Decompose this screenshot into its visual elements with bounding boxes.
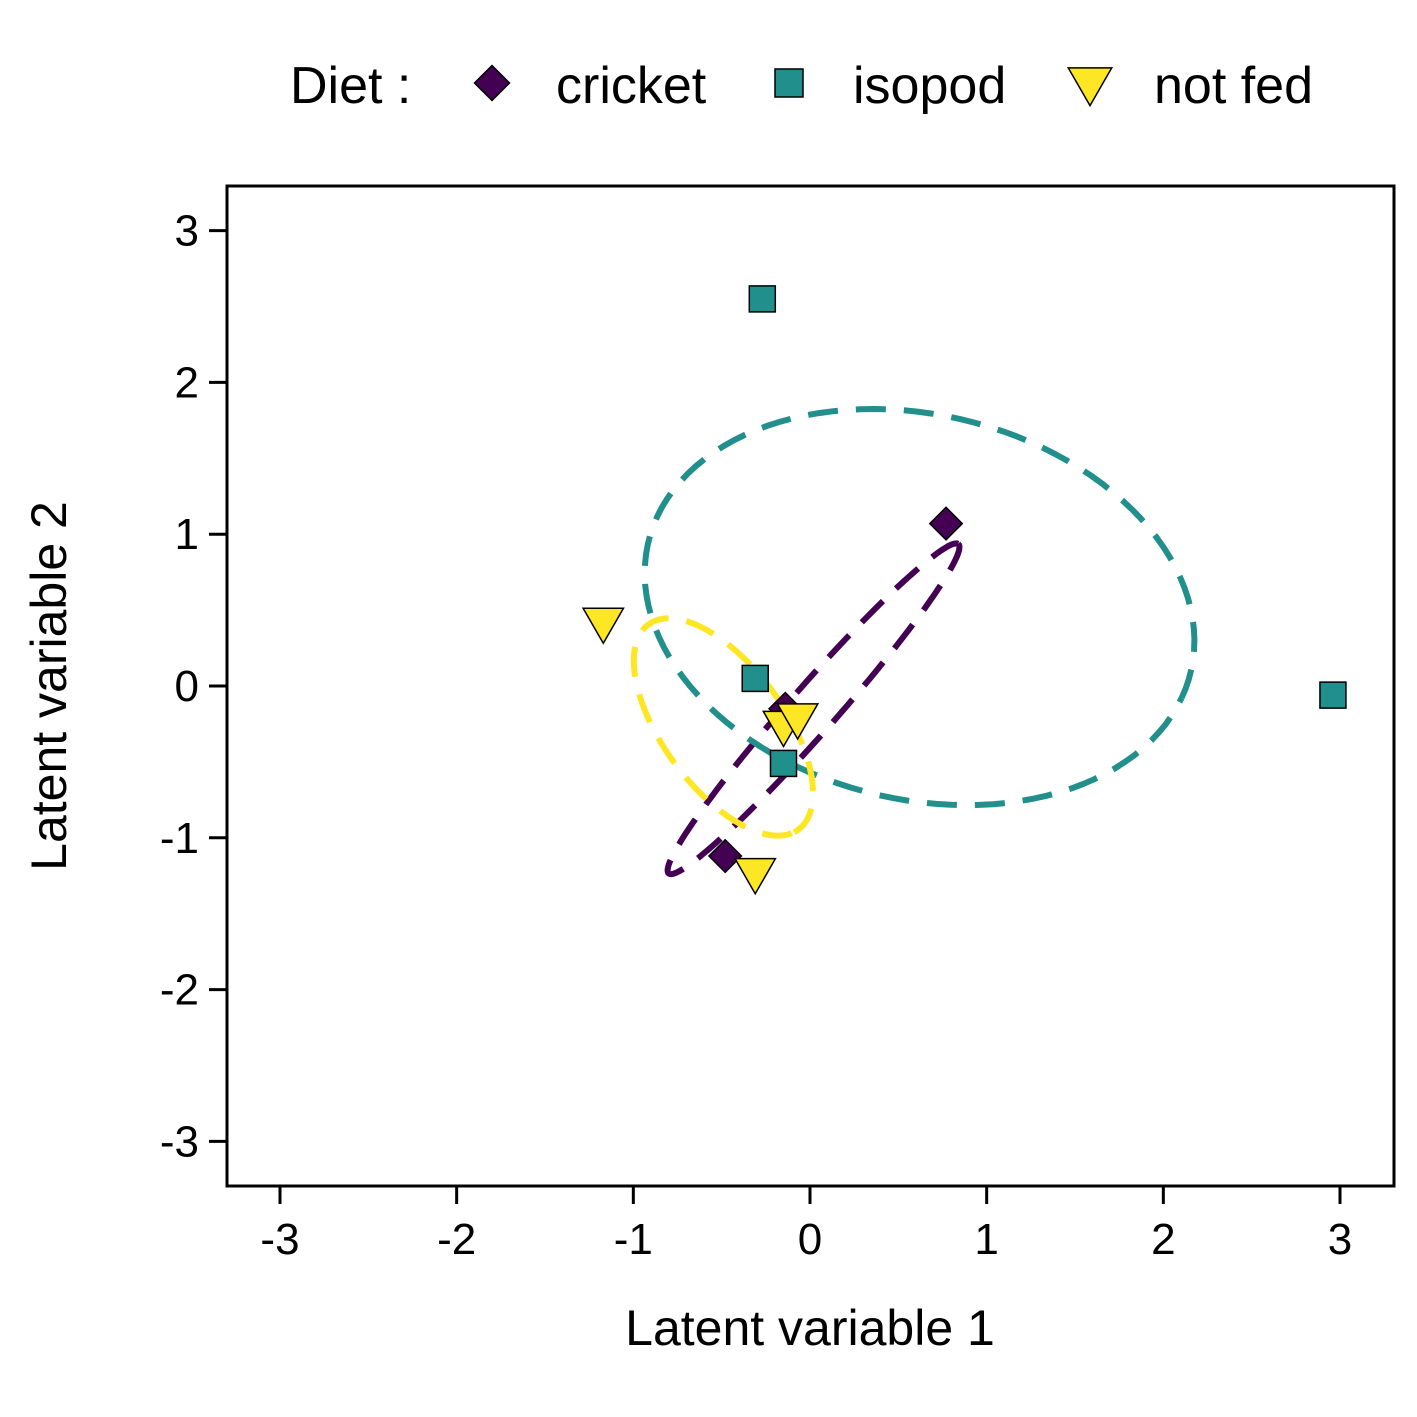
ellipse-not-fed xyxy=(630,615,816,839)
legend-entries: cricket isopod not fed xyxy=(473,57,1313,115)
point-isopod xyxy=(741,664,769,693)
ellipse-layer xyxy=(630,405,1198,878)
ellipse-cricket xyxy=(664,540,963,878)
x-tick-label: 3 xyxy=(1328,1215,1352,1264)
x-tick-label: 0 xyxy=(798,1215,822,1264)
legend: Diet : cricket isopod not fed xyxy=(290,57,1313,115)
legend-marker-not-fed xyxy=(1066,67,1114,108)
point-isopod xyxy=(1319,681,1347,709)
point-not-fed xyxy=(733,857,777,896)
legend-label-isopod: isopod xyxy=(853,57,1006,115)
x-tick-label: -3 xyxy=(260,1215,299,1264)
point-cricket xyxy=(928,506,964,541)
point-isopod xyxy=(769,749,798,778)
point-not-fed xyxy=(776,703,820,741)
point-isopod xyxy=(748,285,777,313)
legend-title: Diet : xyxy=(290,57,411,115)
y-tick-label: -3 xyxy=(160,1117,199,1166)
y-axis-title: Latent variable 2 xyxy=(21,501,77,871)
y-axis: -3 -2 -1 0 1 2 3 xyxy=(160,186,229,1186)
legend-label-not-fed: not fed xyxy=(1154,57,1313,115)
legend-label-cricket: cricket xyxy=(556,57,707,115)
point-cricket xyxy=(707,838,743,874)
x-tick-label: 2 xyxy=(1151,1215,1175,1264)
y-tick-label: 2 xyxy=(175,358,199,407)
y-tick-label: -2 xyxy=(160,966,199,1015)
point-layer xyxy=(581,285,1347,896)
point-not-fed xyxy=(581,607,625,645)
x-tick-label: -1 xyxy=(614,1215,653,1264)
y-tick-label: -1 xyxy=(160,814,199,863)
legend-marker-cricket xyxy=(473,64,511,102)
y-tick-label: 3 xyxy=(175,207,199,256)
y-tick-label: 1 xyxy=(175,510,199,559)
x-axis-title: Latent variable 1 xyxy=(625,1300,995,1356)
x-tick-label: -2 xyxy=(437,1215,476,1264)
legend-marker-isopod xyxy=(774,68,804,98)
x-axis: -3 -2 -1 0 1 2 3 xyxy=(227,1184,1394,1264)
ellipse-isopod xyxy=(641,405,1198,809)
y-tick-label: 0 xyxy=(175,662,199,711)
x-tick-label: 1 xyxy=(974,1215,998,1264)
